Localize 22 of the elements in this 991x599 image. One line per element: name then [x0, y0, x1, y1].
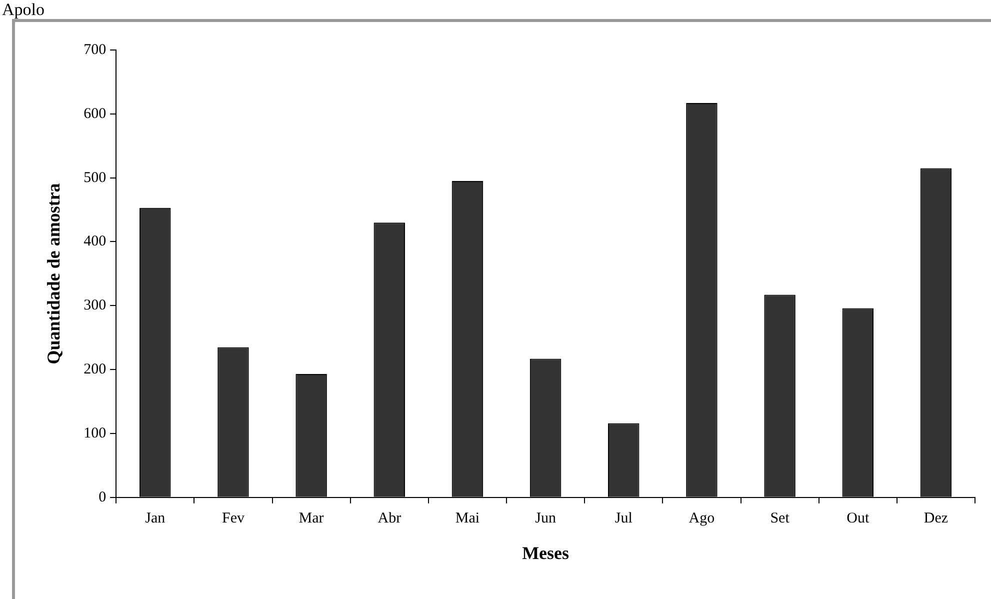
y-tick-label: 100: [84, 425, 106, 442]
text: Apolo: [2, 0, 44, 19]
y-tick-label: 700: [84, 42, 106, 58]
x-tick-label: Jan: [145, 510, 166, 526]
y-tick-label: 600: [84, 106, 106, 122]
y-tick-label: 200: [84, 362, 106, 378]
y-tick-label: 400: [84, 234, 106, 250]
x-tick-label: Mar: [298, 510, 324, 526]
x-tick-label: Mai: [455, 510, 480, 526]
y-axis-title: Quantidade de amostra: [43, 183, 64, 364]
x-tick-label: Out: [846, 510, 870, 526]
x-axis-title: Meses: [522, 542, 570, 563]
x-tick-label: Set: [770, 510, 790, 526]
y-tick-label: 500: [84, 170, 106, 186]
x-tick-label: Abr: [378, 510, 402, 526]
y-tick-label: 300: [84, 298, 106, 314]
y-tick-label: 0: [98, 489, 106, 506]
x-tick-label: Ago: [688, 510, 715, 526]
x-tick-label: Jul: [614, 510, 632, 526]
x-tick-label: Fev: [222, 510, 245, 526]
x-tick-label: Jun: [535, 510, 556, 526]
x-tick-label: Dez: [924, 510, 948, 526]
